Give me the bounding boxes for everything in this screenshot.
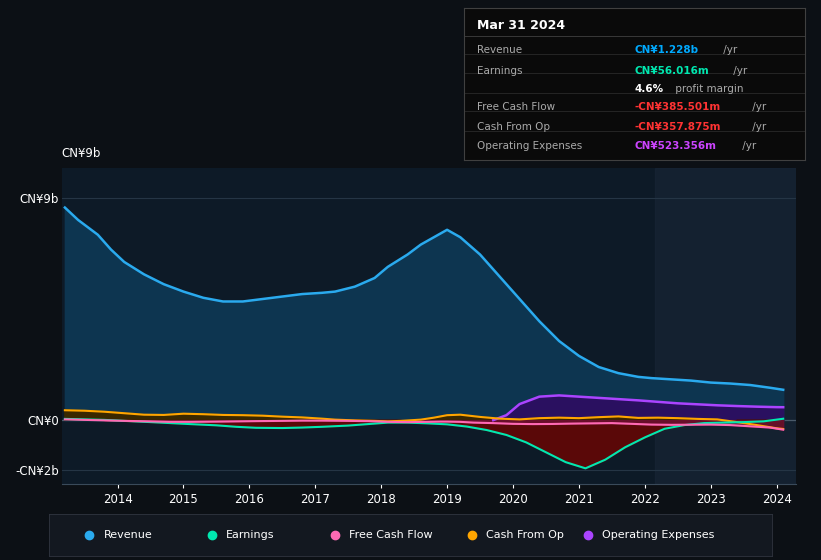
Text: CN¥523.356m: CN¥523.356m [635,142,716,151]
Text: profit margin: profit margin [672,84,743,94]
Text: -CN¥357.875m: -CN¥357.875m [635,122,721,132]
Text: /yr: /yr [739,142,756,151]
Text: Free Cash Flow: Free Cash Flow [478,102,556,112]
Text: /yr: /yr [720,45,737,55]
Text: Operating Expenses: Operating Expenses [478,142,583,151]
Text: /yr: /yr [749,102,766,112]
Text: /yr: /yr [749,122,766,132]
Text: -CN¥385.501m: -CN¥385.501m [635,102,721,112]
Text: CN¥1.228b: CN¥1.228b [635,45,699,55]
Text: Mar 31 2024: Mar 31 2024 [478,19,566,32]
Text: Operating Expenses: Operating Expenses [602,530,714,539]
Bar [654,168,796,484]
Text: /yr: /yr [730,66,747,76]
Text: Cash From Op: Cash From Op [478,122,551,132]
Text: 4.6%: 4.6% [635,84,663,94]
Text: Revenue: Revenue [103,530,152,539]
Text: Earnings: Earnings [478,66,523,76]
Text: Revenue: Revenue [478,45,523,55]
Text: Cash From Op: Cash From Op [486,530,564,539]
Text: Earnings: Earnings [227,530,275,539]
Text: CN¥56.016m: CN¥56.016m [635,66,709,76]
Text: Free Cash Flow: Free Cash Flow [349,530,433,539]
Text: CN¥9b: CN¥9b [62,147,101,160]
